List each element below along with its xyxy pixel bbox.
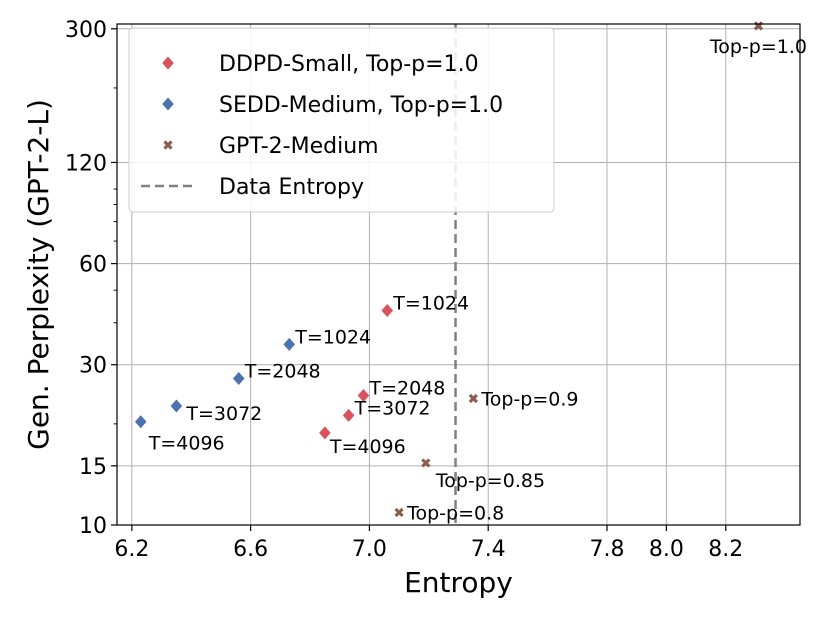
data-point — [342, 408, 355, 422]
legend-marker — [163, 140, 173, 150]
point-label: T=1024 — [294, 326, 371, 348]
point-label: Top-p=1.0 — [709, 36, 807, 58]
point-label: T=4096 — [329, 436, 406, 458]
legend-marker — [162, 97, 174, 111]
data-point — [319, 426, 331, 440]
point-label: T=3072 — [354, 397, 431, 419]
y-tick-label: 120 — [65, 151, 107, 176]
y-tick-label: 300 — [65, 18, 107, 43]
data-point — [283, 337, 296, 351]
point-label: Top-p=0.85 — [435, 470, 545, 492]
y-axis-ticks: 10 15 30 60 120 300 — [65, 18, 117, 539]
x-axis-title: Entropy — [404, 566, 513, 599]
x-axis-ticks: 6.2 6.6 7.0 7.4 7.8 8.0 8.2 — [114, 525, 743, 562]
y-tick-label: 30 — [79, 354, 107, 379]
y-axis-title: Gen. Perplexity (GPT-2-L) — [22, 99, 55, 450]
point-label: Top-p=0.8 — [406, 502, 504, 524]
point-label: T=3072 — [185, 403, 262, 425]
x-tick-label: 6.6 — [233, 537, 268, 562]
data-point — [134, 415, 147, 429]
x-tick-label: 7.4 — [471, 537, 506, 562]
y-tick-label: 15 — [79, 455, 107, 480]
data-point — [170, 399, 183, 413]
data-point — [394, 507, 404, 518]
legend: DDPD-Small, Top-p=1.0 SEDD-Medium, Top-p=… — [128, 27, 555, 213]
legend-box — [128, 27, 555, 213]
data-point — [381, 304, 394, 318]
y-tick-label: 10 — [79, 514, 107, 539]
point-label: T=2048 — [244, 360, 321, 382]
point-label: Top-p=0.9 — [480, 388, 578, 410]
x-tick-label: 7.8 — [589, 537, 624, 562]
data-point — [357, 388, 370, 402]
point-label: T=2048 — [368, 377, 445, 399]
data-point — [421, 458, 431, 468]
legend-marker — [162, 56, 174, 70]
legend-label: GPT-2-Medium — [219, 134, 379, 159]
legend-label: DDPD-Small, Top-p=1.0 — [219, 52, 479, 77]
data-point — [468, 393, 478, 404]
y-tick-label: 60 — [79, 253, 107, 278]
legend-label: SEDD-Medium, Top-p=1.0 — [219, 93, 503, 118]
x-tick-label: 7.0 — [352, 537, 387, 562]
plot-frame — [116, 23, 801, 526]
point-label: T=1024 — [392, 293, 469, 315]
legend-label: Data Entropy — [219, 175, 364, 200]
point-annotations: T=1024T=2048T=3072T=4096T=1024T=2048T=30… — [148, 36, 807, 525]
x-tick-label: 8.2 — [708, 537, 743, 562]
data-point — [232, 371, 245, 385]
x-tick-label: 6.2 — [114, 537, 149, 562]
x-tick-label: 8.0 — [649, 537, 684, 562]
point-label: T=4096 — [148, 433, 225, 455]
